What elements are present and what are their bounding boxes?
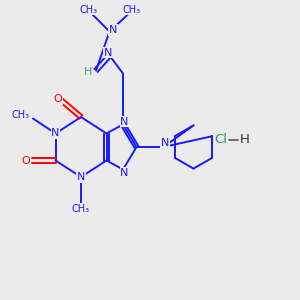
Text: CH₃: CH₃ bbox=[80, 5, 98, 15]
Text: N: N bbox=[104, 47, 112, 58]
Text: CH₃: CH₃ bbox=[123, 5, 141, 15]
Text: O: O bbox=[22, 155, 31, 166]
Text: N: N bbox=[77, 172, 85, 182]
Text: Cl: Cl bbox=[214, 133, 227, 146]
Text: CH₃: CH₃ bbox=[11, 110, 29, 120]
Text: O: O bbox=[53, 94, 62, 104]
Text: N: N bbox=[120, 116, 129, 127]
Text: N: N bbox=[161, 138, 169, 148]
Text: H: H bbox=[83, 67, 92, 77]
Text: N: N bbox=[109, 25, 117, 35]
Text: N: N bbox=[51, 128, 60, 139]
Text: N: N bbox=[120, 167, 129, 178]
Text: CH₃: CH₃ bbox=[72, 203, 90, 214]
Text: H: H bbox=[240, 133, 249, 146]
